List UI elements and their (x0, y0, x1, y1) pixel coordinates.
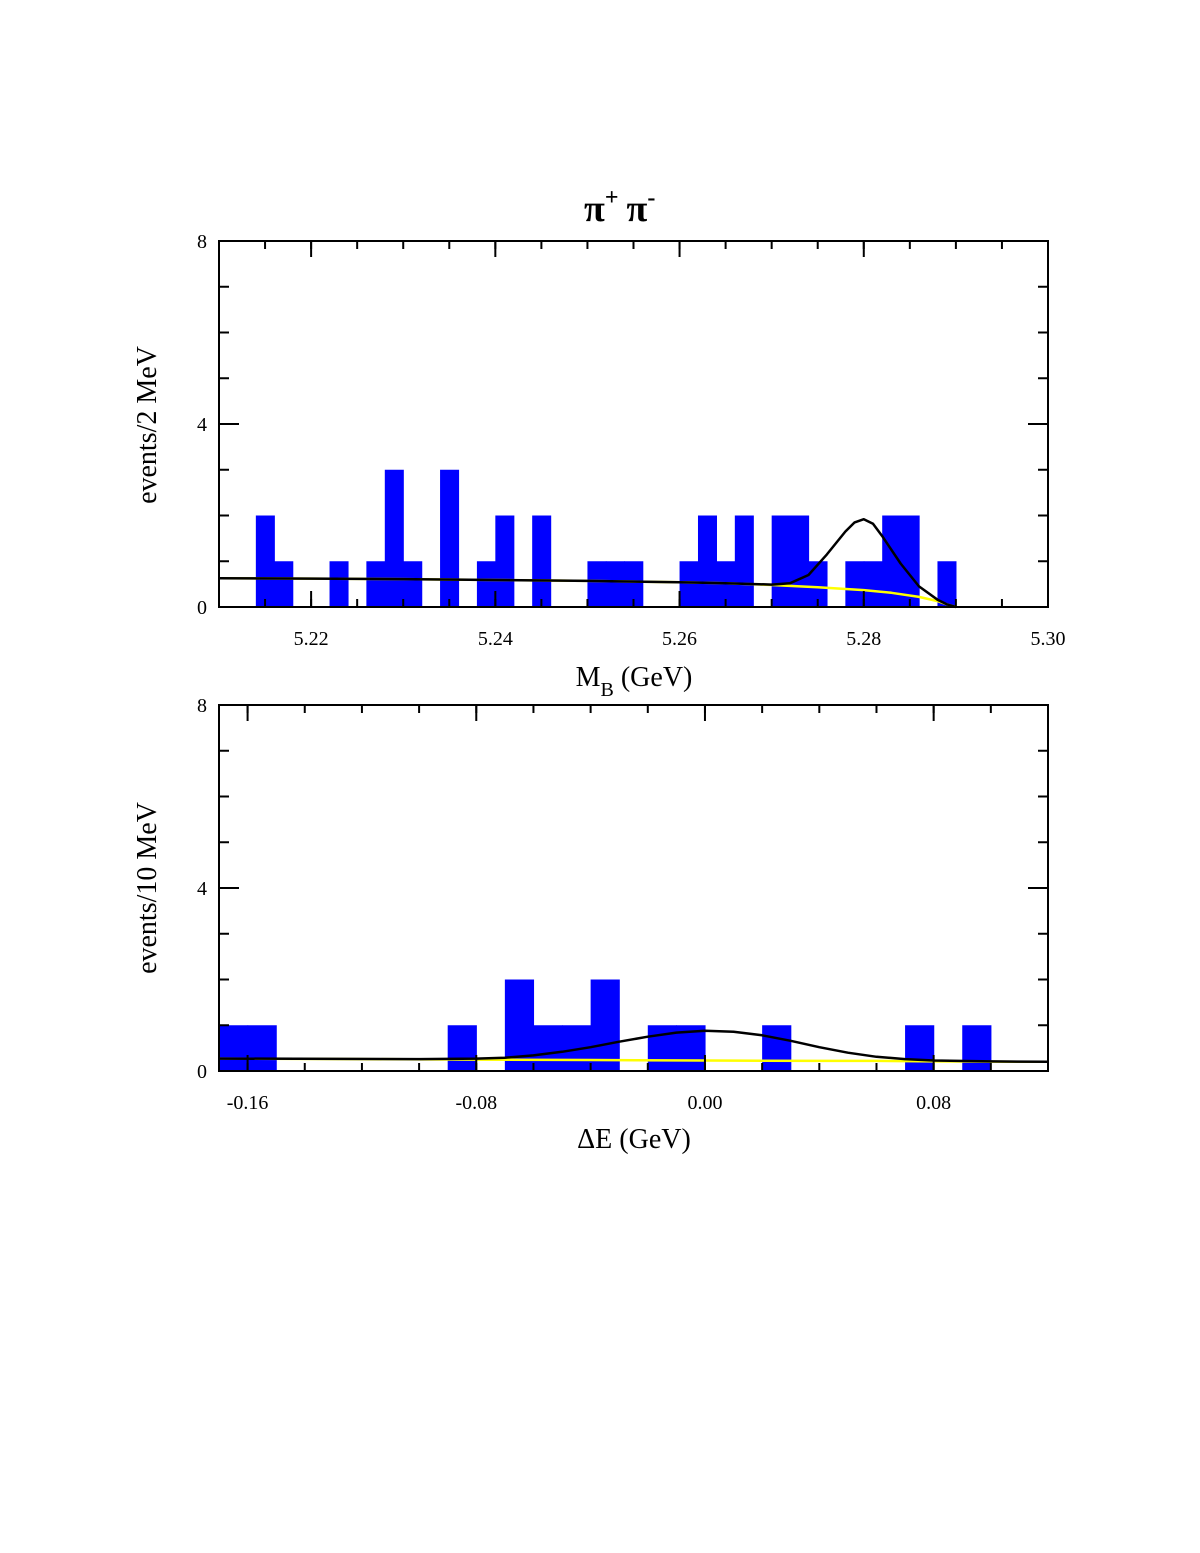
de-bar-10 (905, 1025, 935, 1071)
mb-x-tick-label: 5.28 (846, 628, 881, 650)
de-bar-6 (590, 979, 620, 1071)
mb-bar-7 (476, 561, 496, 607)
mb-panel: 5.22 5.24 5.26 5.28 5.30 0 4 8 (197, 231, 1066, 650)
mb-bar-0 (255, 515, 275, 607)
mb-ylabel: events/2 MeV (132, 346, 163, 504)
mb-y-tick-label: 4 (197, 414, 207, 436)
mb-bar-11 (605, 561, 625, 607)
de-bar-9 (762, 1025, 792, 1071)
de-y-tick-label: 0 (197, 1061, 207, 1083)
mb-bar-13 (679, 561, 699, 607)
mb-bar-19 (808, 561, 828, 607)
de-y-tick-label: 4 (197, 878, 207, 900)
mb-bar-22 (882, 515, 902, 607)
de-y-tick-label: 8 (197, 695, 207, 717)
mb-bar-23 (900, 515, 920, 607)
mb-x-tick-label: 5.30 (1031, 628, 1066, 650)
de-x-tick-label: -0.08 (455, 1092, 497, 1114)
mb-bar-2 (329, 561, 349, 607)
mb-bar-12 (624, 561, 644, 607)
mb-xlabel: MB (GeV) (576, 662, 693, 701)
mb-y-tick-label: 0 (197, 597, 207, 619)
mb-total-fit-curve (218, 517, 957, 609)
mb-bar-9 (532, 515, 552, 607)
mb-x-tick-label: 5.26 (662, 628, 697, 650)
mb-bar-1 (274, 561, 294, 607)
mb-x-tick-label: 5.24 (478, 628, 513, 650)
de-x-tick-label: -0.16 (227, 1092, 269, 1114)
mb-bar-21 (863, 561, 883, 607)
mb-bar-5 (403, 561, 423, 607)
de-panel: -0.16 -0.08 0.00 0.08 0 4 8 (197, 695, 1049, 1114)
chart-title: π+ π- (584, 185, 655, 230)
mb-bar-14 (697, 515, 717, 607)
de-plot-frame (218, 704, 1049, 1072)
mb-bar-3 (366, 561, 386, 607)
mb-bar-17 (771, 515, 791, 607)
de-bar-4 (533, 1025, 563, 1071)
mb-bar-10 (587, 561, 607, 607)
de-bar-2 (447, 1025, 477, 1071)
de-xlabel: ΔE (GeV) (577, 1124, 691, 1155)
mb-plot-frame (218, 240, 1049, 608)
de-x-tick-label: 0.08 (916, 1092, 951, 1114)
mb-bar-18 (790, 515, 810, 607)
mb-bar-6 (440, 469, 460, 607)
mb-bar-24 (937, 561, 957, 607)
mb-bar-16 (734, 515, 754, 607)
de-x-tick-label: 0.00 (687, 1092, 722, 1114)
de-ylabel: events/10 MeV (132, 802, 163, 974)
mb-bar-20 (845, 561, 865, 607)
mb-bar-4 (384, 469, 404, 607)
de-total-fit-curve (218, 1029, 1049, 1064)
mb-y-tick-label: 8 (197, 231, 207, 253)
mb-x-tick-label: 5.22 (294, 628, 329, 650)
de-bar-0 (219, 1025, 249, 1071)
de-bar-11 (962, 1025, 992, 1071)
mb-bar-8 (495, 515, 515, 607)
de-bar-1 (247, 1025, 277, 1071)
